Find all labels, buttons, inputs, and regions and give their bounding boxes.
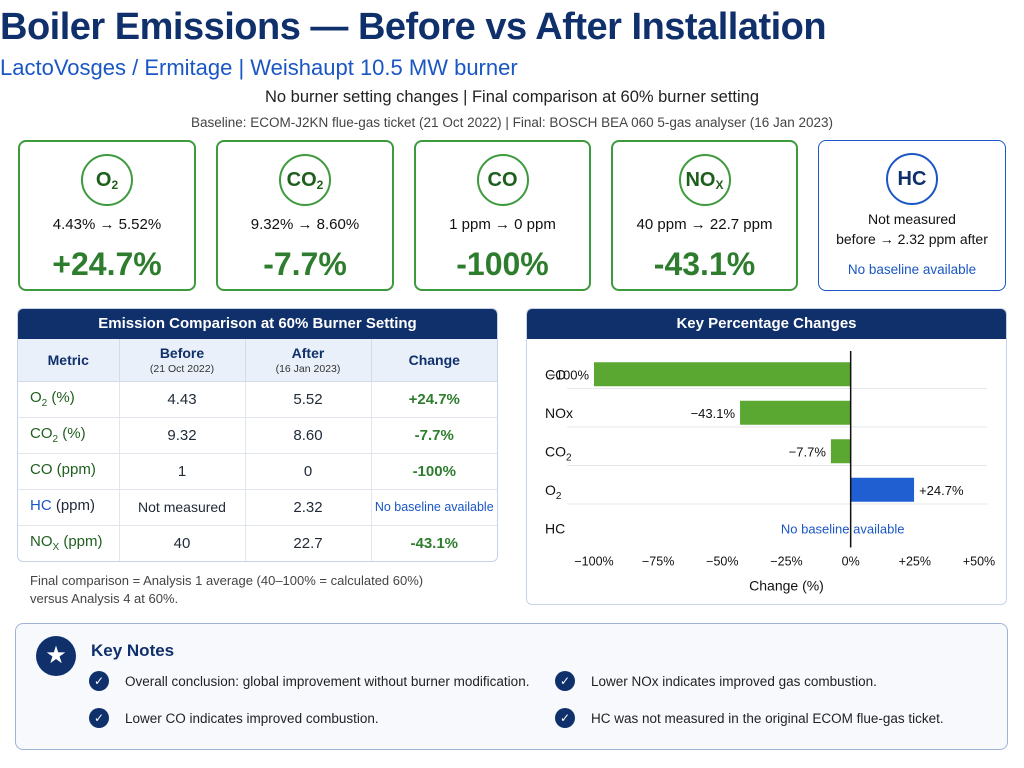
check-icon: ✓ [89, 671, 109, 691]
check-icon: ✓ [89, 708, 109, 728]
x-tick-label: −25% [770, 555, 802, 569]
metric-cell: CO2 (%) [18, 417, 120, 454]
header-before: Before (21 Oct 2022) [119, 339, 246, 382]
chart-title: Key Percentage Changes [527, 309, 1006, 339]
bar-value-label: No baseline available [781, 521, 905, 536]
bar-value-label: +24.7% [919, 483, 964, 498]
metric-cell: HC (ppm) [18, 489, 120, 526]
before-cell: 40 [119, 525, 246, 561]
table-row: CO2 (%) 9.32 8.60 -7.7% [18, 417, 497, 454]
after-cell: 0 [245, 453, 372, 490]
table-footnote: Final comparison = Analysis 1 average (4… [30, 573, 424, 606]
note-item: ✓ Overall conclusion: global improvement… [89, 671, 529, 691]
notes-title: Key Notes [91, 641, 175, 660]
before-cell: 1 [119, 453, 246, 490]
change-cell: +24.7% [371, 381, 497, 418]
metric-cell: NOX (ppm) [18, 525, 120, 561]
comparison-table: Metric Before (21 Oct 2022) After (16 Jan … [18, 339, 497, 561]
co-values: 1 ppm → 0 ppm [449, 216, 556, 233]
metric-cell: CO (ppm) [18, 453, 120, 490]
x-tick-label: −50% [706, 555, 738, 569]
comparison-table-panel: Emission Comparison at 60% Burner Settin… [17, 308, 498, 562]
o2-percent-change: +24.7% [52, 246, 162, 282]
percentage-change-chart: CO−100%NOx −43.1%CO2 −7.7%O2 +24.7%HC No bas… [545, 351, 995, 594]
category-label: HC [545, 520, 565, 536]
bar [850, 477, 915, 502]
hc-badge: HC [886, 153, 938, 205]
x-tick-label: +25% [899, 555, 931, 569]
category-label: CO [545, 366, 566, 382]
bar-value-label: −7.7% [789, 444, 827, 459]
card-nox: NO X 40 ppm → 22.7 ppm -43.1% [611, 140, 798, 291]
after-cell: 5.52 [245, 381, 372, 418]
key-notes-panel: ★ Key Notes ✓ Overall conclusion: global… [15, 623, 1008, 750]
page-title: Boiler Emissions — Before vs After Insta… [0, 6, 827, 48]
co2-percent-change: -7.7% [263, 246, 347, 282]
x-tick-label: −100% [574, 555, 613, 569]
change-cell: No baseline available [371, 489, 497, 526]
table-row: CO (ppm) 1 0 -100% [18, 453, 497, 490]
before-cell: 4.43 [119, 381, 246, 418]
note-item: ✓ HC was not measured in the original EC… [555, 708, 944, 728]
after-cell: 2.32 [245, 489, 372, 526]
x-tick-label: −75% [642, 555, 674, 569]
page-subtitle: LactoVosges / Ermitage | Weishaupt 10.5 … [0, 55, 518, 80]
nox-badge: NO X [678, 154, 731, 206]
star-icon: ★ [36, 636, 76, 676]
x-tick-label: +50% [963, 555, 995, 569]
check-icon: ✓ [555, 671, 575, 691]
co-badge: CO [476, 154, 529, 206]
check-icon: ✓ [555, 708, 575, 728]
co2-badge: CO 2 [279, 154, 331, 206]
bar [830, 439, 851, 464]
card-hc: HC Not measured before → 2.32 ppm after … [818, 140, 1006, 291]
change-cell: -7.7% [371, 417, 497, 454]
bar [740, 400, 851, 425]
category-label: O2 [545, 482, 562, 502]
hc-line1: Not measured [868, 211, 956, 227]
co-percent-change: -100% [456, 246, 549, 282]
table-row: O2 (%) 4.43 5.52 +24.7% [18, 381, 497, 418]
x-tick-label: 0% [842, 555, 860, 569]
source-info: Baseline: ECOM-J2KN flue-gas ticket (21 … [190, 115, 834, 130]
nox-percent-change: -43.1% [653, 246, 756, 282]
header-change: Change [371, 339, 497, 382]
hc-line2: before → 2.32 ppm after [836, 231, 988, 247]
hc-note: No baseline available [847, 262, 977, 277]
x-axis-label: Change (%) [749, 578, 824, 594]
percentage-chart-panel: Key Percentage Changes CO −100% NOx −43.1% C… [526, 308, 1007, 605]
header-after: After (16 Jan 2023) [245, 339, 372, 382]
bar-value-label: −100% [548, 367, 589, 382]
comparison-info: No burner setting changes | Final compar… [264, 88, 760, 106]
change-cell: -100% [371, 453, 497, 490]
header-metric: Metric [18, 339, 120, 382]
table-row: HC (ppm) Not measured 2.32 No baseline a… [18, 489, 497, 526]
metric-cell: O2 (%) [18, 381, 120, 418]
nox-values: 40 ppm → 22.7 ppm [636, 216, 773, 233]
category-label: NOx [545, 405, 573, 421]
before-cell: Not measured [119, 489, 246, 526]
after-cell: 8.60 [245, 417, 372, 454]
table-title: Emission Comparison at 60% Burner Settin… [18, 309, 497, 339]
bar-value-label: −43.1% [691, 406, 736, 421]
table-row: NOX (ppm) 40 22.7 -43.1% [18, 525, 497, 561]
o2-values: 4.43% → 5.52% [52, 216, 162, 233]
card-co: CO 1 ppm → 0 ppm -100% [414, 140, 591, 291]
change-cell: -43.1% [371, 525, 497, 561]
co2-values: 9.32% → 8.60% [250, 216, 360, 233]
card-co2: CO 2 9.32% → 8.60% -7.7% [216, 140, 394, 291]
before-cell: 9.32 [119, 417, 246, 454]
category-label: CO2 [545, 443, 572, 463]
after-cell: 22.7 [245, 525, 372, 561]
bar [594, 362, 851, 387]
note-item: ✓ Lower CO indicates improved combustion… [89, 708, 379, 728]
note-item: ✓ Lower NOx indicates improved gas combu… [555, 671, 877, 691]
